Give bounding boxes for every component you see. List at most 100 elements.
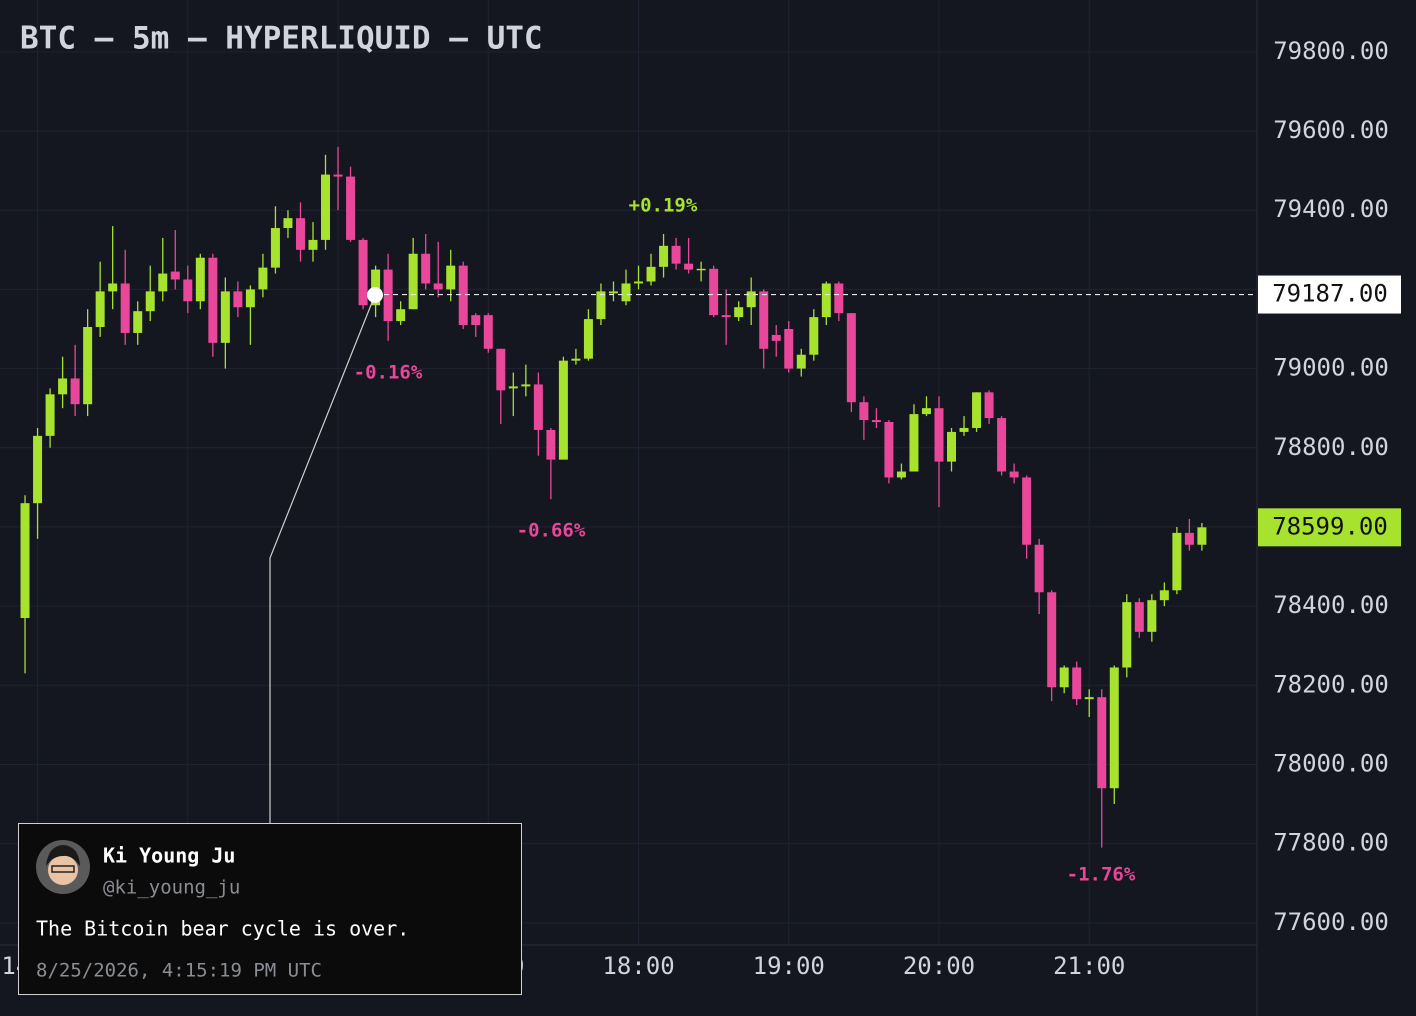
candle-body <box>571 358 581 361</box>
chart-title: BTC — 5m — HYPERLIQUID — UTC <box>20 21 543 57</box>
candle-body <box>759 291 769 349</box>
candle-body <box>1109 667 1119 789</box>
candle-body <box>596 291 606 320</box>
candle-body <box>283 218 293 229</box>
candle-body <box>846 313 856 403</box>
y-tick-label: 78200.00 <box>1273 670 1389 698</box>
tweet-time: 8/25/2026, 4:15:19 PM UTC <box>36 960 322 982</box>
connector <box>269 294 376 823</box>
avatar-glasses <box>51 865 75 873</box>
candle-body <box>809 317 819 355</box>
candle-body <box>909 414 919 472</box>
candle-body <box>295 218 305 250</box>
candle-body <box>921 408 931 415</box>
candle-body <box>183 279 193 302</box>
candle-body <box>1197 527 1207 545</box>
candle-body <box>1034 544 1044 593</box>
candle-body <box>108 283 118 292</box>
candle-body <box>496 348 506 391</box>
y-tick-label: 78000.00 <box>1273 749 1389 777</box>
price-label-box <box>1258 275 1401 314</box>
candle-body <box>796 354 806 369</box>
candle-body <box>1059 667 1069 688</box>
x-tick-label: 21:00 <box>1053 952 1125 980</box>
candle-body <box>458 265 468 326</box>
candle-body <box>158 273 168 292</box>
candle-body <box>634 281 644 284</box>
candle-body <box>546 429 556 460</box>
tweet-handle: @ki_young_ju <box>103 877 240 899</box>
tweet-name: Ki Young Ju <box>103 844 235 868</box>
candle-body <box>33 435 43 504</box>
tweet-card <box>18 823 522 995</box>
candle-body <box>871 420 881 423</box>
candle-body <box>1097 697 1107 789</box>
y-tick-label: 78400.00 <box>1273 591 1389 619</box>
candle-body <box>1009 471 1019 478</box>
candle-body <box>258 267 268 290</box>
annotation: +0.19% <box>629 195 698 217</box>
candle-body <box>821 283 831 318</box>
candle-body <box>959 427 969 432</box>
x-tick-label: 19:00 <box>753 952 825 980</box>
candle-body <box>120 283 130 333</box>
price-label-box <box>1258 508 1401 547</box>
candle-body <box>884 422 894 478</box>
candle-body <box>70 378 80 405</box>
candle-body <box>746 291 756 308</box>
candle-body <box>133 311 143 333</box>
candle-body <box>170 271 180 280</box>
candle-body <box>896 471 906 478</box>
candle-body <box>834 283 844 314</box>
annotation: -0.66% <box>517 520 586 542</box>
y-tick-label: 79600.00 <box>1273 116 1389 144</box>
y-tick-label: 79000.00 <box>1273 354 1389 382</box>
y-tick-label: 77600.00 <box>1273 908 1389 936</box>
candle-body <box>934 408 944 462</box>
candle-body <box>245 289 255 308</box>
candle-body <box>608 291 618 294</box>
candle-body <box>646 266 656 282</box>
candle-body <box>321 174 331 240</box>
candle-body <box>972 392 982 428</box>
candle-body <box>1184 532 1194 545</box>
candle-body <box>508 386 518 389</box>
candle-body <box>583 319 593 359</box>
candle-body <box>859 402 869 421</box>
candle-body <box>95 291 105 328</box>
candle-body <box>45 394 55 436</box>
candle-body <box>233 291 243 308</box>
candle-body <box>195 257 205 302</box>
candle-body <box>1172 532 1182 591</box>
tweet-marker <box>367 287 383 303</box>
candle-body <box>1047 592 1057 688</box>
candle-body <box>1122 602 1132 668</box>
price-label: 79187.00 <box>1272 280 1388 308</box>
candle-body <box>621 283 631 302</box>
avatar-hair <box>46 845 80 866</box>
candle-body <box>358 239 368 306</box>
y-tick-label: 78800.00 <box>1273 433 1389 461</box>
candle-body <box>696 268 706 271</box>
candle-body <box>145 291 155 312</box>
candle-body <box>446 265 456 290</box>
price-label: 78599.00 <box>1272 512 1388 540</box>
candle-body <box>433 283 443 290</box>
candle-body <box>58 378 68 395</box>
annotation: -1.76% <box>1067 864 1136 886</box>
candle-body <box>997 418 1007 472</box>
candle-body <box>471 315 481 326</box>
candle-body <box>483 315 493 349</box>
candle-body <box>721 315 731 318</box>
candle-body <box>771 334 781 341</box>
candle-body <box>1022 477 1032 545</box>
candle-body <box>659 245 669 267</box>
candle-body <box>396 309 406 322</box>
candle-body <box>1084 697 1094 700</box>
candle-body <box>784 328 794 369</box>
y-tick-label: 79400.00 <box>1273 195 1389 223</box>
x-tick-label: 18:00 <box>602 952 674 980</box>
candle-body <box>947 431 957 462</box>
